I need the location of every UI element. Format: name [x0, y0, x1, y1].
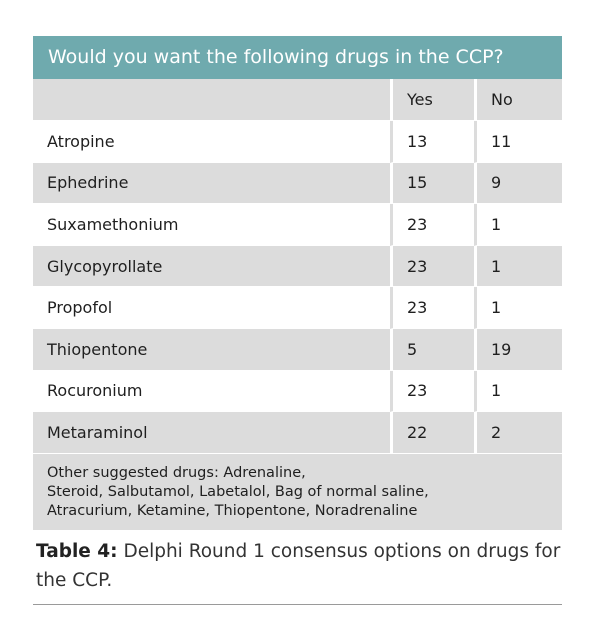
cell-yes: 15	[390, 162, 474, 205]
table-footer-note: Other suggested drugs: Adrenaline, Stero…	[33, 453, 562, 530]
footer-line-3: Atracurium, Ketamine, Thiopentone, Norad…	[47, 502, 418, 519]
table-row: Ephedrine 15 9	[33, 162, 562, 205]
footer-line-1: Other suggested drugs: Adrenaline,	[47, 464, 306, 481]
table-row: Thiopentone 5 19	[33, 328, 562, 371]
cell-drug: Glycopyrollate	[33, 245, 390, 288]
cell-no: 11	[474, 121, 562, 163]
header-no: No	[474, 79, 562, 121]
cell-no: 19	[474, 328, 562, 371]
table-row: Glycopyrollate 23 1	[33, 245, 562, 288]
cell-drug: Metaraminol	[33, 412, 390, 454]
cell-drug: Suxamethonium	[33, 204, 390, 246]
cell-yes: 22	[390, 412, 474, 454]
cell-yes: 23	[390, 370, 474, 413]
cell-yes: 23	[390, 204, 474, 246]
footer-line-2: Steroid, Salbutamol, Labetalol, Bag of n…	[47, 483, 429, 500]
cell-drug: Thiopentone	[33, 328, 390, 371]
caption-label: Table 4:	[36, 540, 118, 562]
cell-yes: 13	[390, 121, 474, 163]
table-row: Propofol 23 1	[33, 287, 562, 329]
cell-no: 1	[474, 287, 562, 329]
table-caption: Table 4: Delphi Round 1 consensus option…	[33, 537, 562, 605]
cell-drug: Rocuronium	[33, 370, 390, 413]
cell-no: 1	[474, 245, 562, 288]
drug-table-figure: Would you want the following drugs in th…	[33, 36, 562, 605]
table-row: Suxamethonium 23 1	[33, 204, 562, 246]
table-header-row: Yes No	[33, 79, 562, 121]
table-row: Rocuronium 23 1	[33, 370, 562, 413]
cell-drug: Ephedrine	[33, 162, 390, 205]
header-drug	[33, 79, 390, 121]
drug-table: Yes No Atropine 13 11 Ephedrine 15 9 Suxametho…	[33, 79, 562, 454]
cell-drug: Propofol	[33, 287, 390, 329]
cell-drug: Atropine	[33, 121, 390, 163]
cell-yes: 5	[390, 328, 474, 371]
cell-no: 2	[474, 412, 562, 454]
header-yes: Yes	[390, 79, 474, 121]
cell-yes: 23	[390, 245, 474, 288]
cell-no: 9	[474, 162, 562, 205]
table-title: Would you want the following drugs in th…	[33, 36, 562, 79]
cell-no: 1	[474, 204, 562, 246]
caption-text: Delphi Round 1 consensus options on drug…	[36, 540, 561, 591]
cell-no: 1	[474, 370, 562, 413]
table-row: Metaraminol 22 2	[33, 412, 562, 454]
table-row: Atropine 13 11	[33, 121, 562, 163]
cell-yes: 23	[390, 287, 474, 329]
